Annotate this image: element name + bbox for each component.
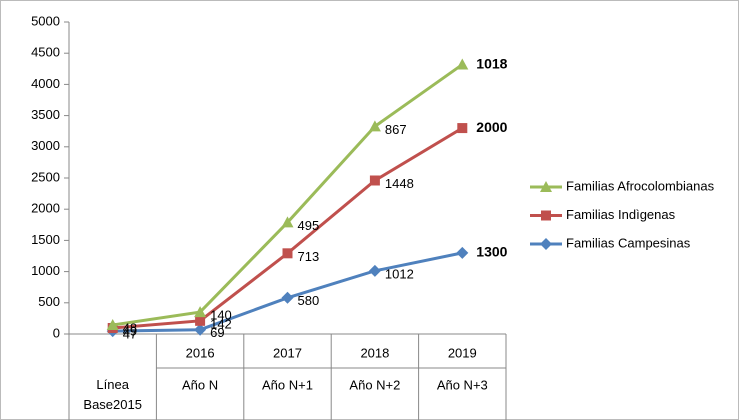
data-label: 495 (298, 218, 320, 233)
data-label: 69 (210, 325, 224, 340)
y-tick-label: 1000 (31, 263, 60, 278)
legend-label: Familias Afrocolombianas (566, 178, 715, 193)
y-tick-label: 3500 (31, 107, 60, 122)
x-tick-label: Año N+1 (262, 377, 313, 392)
data-label: 867 (385, 122, 407, 137)
data-label: 1018 (476, 55, 507, 71)
data-label: 1448 (385, 176, 414, 191)
y-tick-label: 500 (38, 294, 60, 309)
data-label: 140 (210, 308, 232, 323)
marker (281, 291, 294, 304)
data-label: 2000 (476, 119, 507, 135)
series-line (112, 63, 464, 327)
legend-label: Familias Indìgenas (566, 207, 676, 222)
x-tick-label: 2017 (273, 345, 302, 360)
data-label: 142 (210, 316, 232, 331)
marker (457, 123, 468, 134)
marker (369, 175, 380, 186)
marker (106, 319, 119, 331)
x-tick-label: Año N (182, 377, 218, 392)
marker (281, 216, 294, 228)
marker (456, 58, 469, 70)
legend-label: Familias Campesinas (566, 235, 691, 250)
marker (194, 323, 207, 336)
y-tick-label: 1500 (31, 232, 60, 247)
marker (368, 264, 381, 277)
marker (368, 120, 381, 132)
data-label: 48 (123, 320, 137, 335)
data-label: 49 (123, 323, 137, 338)
marker (540, 238, 552, 250)
x-tick-label: Año N+3 (437, 377, 488, 392)
x-tick-label: 2016 (186, 345, 215, 360)
y-tick-label: 3000 (31, 138, 60, 153)
marker (282, 248, 293, 259)
marker (540, 181, 552, 192)
data-label: 1300 (476, 244, 507, 260)
data-label: 1012 (385, 266, 414, 281)
y-tick-label: 5000 (31, 13, 60, 28)
y-tick-label: 2000 (31, 201, 60, 216)
x-tick-label: 2019 (448, 345, 477, 360)
y-tick-label: 4500 (31, 45, 60, 60)
marker (541, 210, 551, 221)
y-tick-label: 0 (53, 325, 60, 340)
x-tick-label: 2018 (360, 345, 389, 360)
x-tick-label: Año N+2 (349, 377, 400, 392)
data-label: 580 (298, 293, 320, 308)
x-tick-label: Línea Base2015 (83, 377, 142, 412)
data-label: 47 (123, 327, 137, 342)
data-label: 713 (298, 249, 320, 264)
marker (195, 315, 206, 326)
marker (194, 306, 207, 318)
y-tick-label: 4000 (31, 76, 60, 91)
y-tick-label: 2500 (31, 169, 60, 184)
marker (456, 246, 469, 259)
